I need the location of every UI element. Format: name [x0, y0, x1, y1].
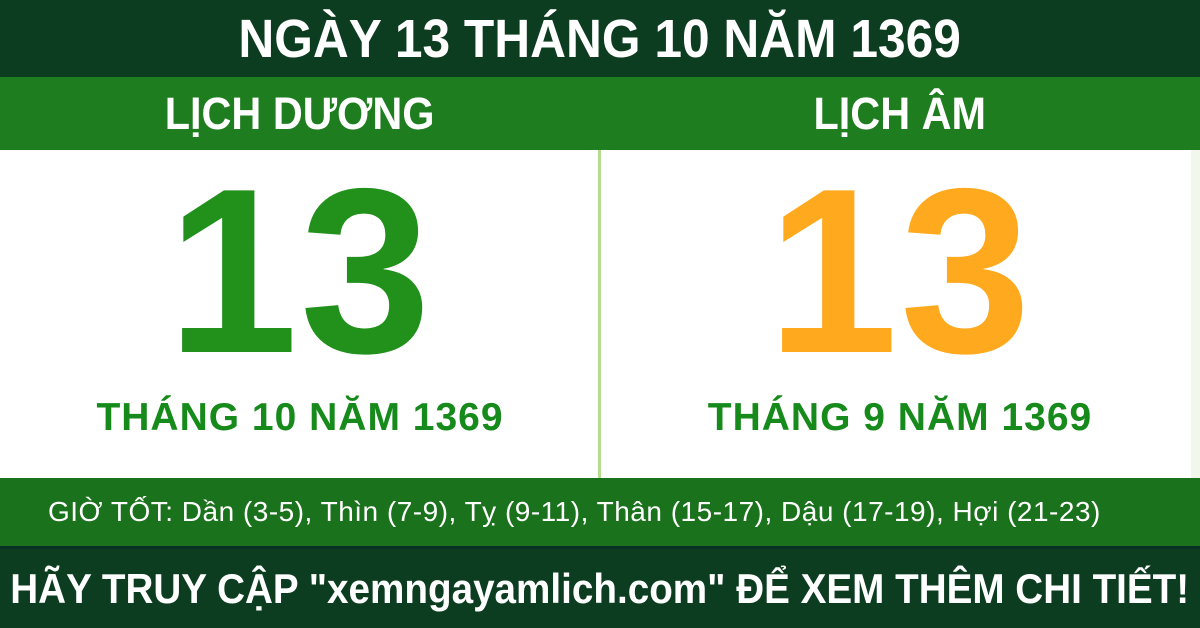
column-divider — [598, 150, 601, 478]
lunar-header-label: LỊCH ÂM — [813, 87, 987, 139]
right-edge-strip — [1191, 150, 1200, 478]
solar-header-label: LỊCH DƯƠNG — [165, 87, 435, 139]
lunar-header: LỊCH ÂM — [600, 77, 1200, 150]
good-hours-text: GIỜ TỐT: Dần (3-5), Thìn (7-9), Tỵ (9-11… — [48, 496, 1101, 527]
lunar-day-number: 13 — [767, 139, 1033, 402]
lunar-panel: 13 THÁNG 9 NĂM 1369 — [600, 150, 1200, 478]
solar-day-number: 13 — [167, 139, 433, 402]
footer-banner: HÃY TRUY CẬP "xemngayamlich.com" ĐỂ XEM … — [0, 546, 1200, 628]
page-title: NGÀY 13 THÁNG 10 NĂM 1369 — [238, 8, 962, 69]
lunar-month-year: THÁNG 9 NĂM 1369 — [707, 396, 1093, 439]
top-banner: NGÀY 13 THÁNG 10 NĂM 1369 — [0, 0, 1200, 77]
calendar-panels: 13 THÁNG 10 NĂM 1369 13 THÁNG 9 NĂM 1369 — [0, 150, 1200, 478]
solar-month-year: THÁNG 10 NĂM 1369 — [96, 396, 504, 439]
solar-panel: 13 THÁNG 10 NĂM 1369 — [0, 150, 600, 478]
footer-text: HÃY TRUY CẬP "xemngayamlich.com" ĐỂ XEM … — [10, 564, 1190, 612]
calendar-headers-row: LỊCH DƯƠNG LỊCH ÂM — [0, 77, 1200, 150]
solar-header: LỊCH DƯƠNG — [0, 77, 600, 150]
good-hours-bar: GIỜ TỐT: Dần (3-5), Thìn (7-9), Tỵ (9-11… — [0, 478, 1200, 546]
